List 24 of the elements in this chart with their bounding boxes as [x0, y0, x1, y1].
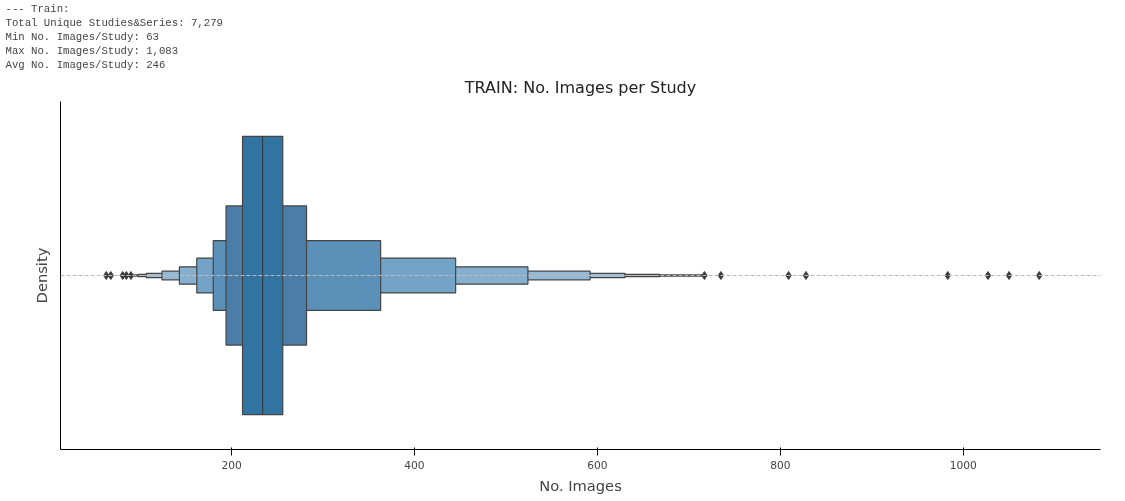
point: [127, 271, 135, 280]
point: [1036, 271, 1043, 280]
y-axis-title: Density: [32, 247, 50, 304]
x-tick-label: 200: [221, 458, 242, 472]
point: [701, 271, 708, 280]
x-tick-label: 400: [404, 458, 425, 472]
point: [785, 271, 792, 280]
point: [944, 271, 951, 280]
x-tick-label: 1000: [949, 458, 978, 472]
text: Max No. Images/Study: 1,083: [5, 44, 179, 57]
point: [1005, 271, 1013, 280]
point: [103, 271, 110, 280]
chart-title: TRAIN: No. Images per Study: [463, 77, 697, 97]
point: [984, 271, 992, 280]
text: Total Unique Studies&Series: 7,279: [5, 16, 223, 29]
text: Avg No. Images/Study: 246: [5, 58, 166, 71]
x-tick-label: 800: [770, 458, 791, 472]
point: [717, 271, 725, 280]
point: [802, 271, 810, 280]
x-axis-title: No. Images: [539, 476, 622, 494]
text: Min No. Images/Study: 63: [5, 30, 159, 43]
x-tick-label: 600: [587, 458, 608, 472]
point: [107, 271, 114, 280]
text: --- Train:: [5, 2, 70, 15]
